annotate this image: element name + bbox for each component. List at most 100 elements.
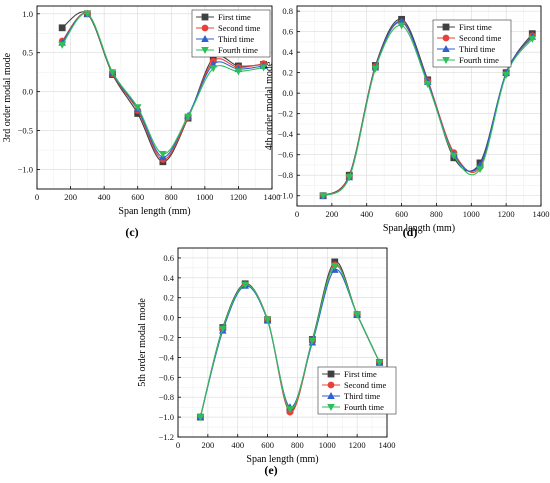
x-tick-label: 0 [176, 440, 180, 450]
data-point [375, 359, 384, 367]
y-tick-label: −0.6 [278, 150, 293, 160]
x-tick-label: 800 [165, 192, 178, 202]
x-tick-label: 1200 [230, 192, 247, 202]
series-fourth-time [319, 22, 537, 200]
legend-marker [442, 45, 450, 52]
x-tick-label: 800 [291, 440, 304, 450]
data-point [502, 71, 510, 79]
y-tick-label: 0.4 [282, 47, 293, 57]
x-axis-label: Span length (mm) [383, 223, 455, 234]
legend-item: Fourth time [322, 402, 384, 412]
x-tick-label: 400 [231, 440, 244, 450]
plot-frame [296, 5, 542, 207]
legend-label: Fourth time [344, 402, 384, 412]
series-fourth-time [196, 262, 384, 422]
y-tick-label: 0.0 [22, 87, 33, 97]
legend-item: Third time [196, 34, 254, 44]
x-tick-label: 600 [131, 192, 144, 202]
x-tick-label: 0 [295, 209, 299, 219]
legend-label: Second time [344, 380, 386, 390]
data-point [263, 316, 272, 324]
y-tick-label: −1.0 [159, 412, 174, 422]
chart-panel-1: 0 200 400 600 800 1000 1200 1400 −1.0 −0.5 0.0 0.5 1… [2, 5, 281, 239]
legend-item: Third time [437, 44, 495, 54]
legend-marker [327, 370, 335, 378]
legend-marker [327, 381, 335, 389]
legend-item: Second time [322, 380, 386, 390]
x-tick-label: 200 [201, 440, 214, 450]
legend-marker [442, 57, 450, 64]
chart-panel-3: 0 200 400 600 800 1000 1200 1400 −1.2 −1.0 −0.8 −0.… [137, 247, 397, 477]
data-point [330, 262, 339, 270]
data-point [184, 113, 192, 121]
data-point [397, 22, 406, 30]
y-tick-label: 0.2 [282, 68, 293, 78]
x-tick-label: 600 [395, 209, 408, 219]
data-point [234, 68, 243, 76]
x-tick-label: 1400 [264, 192, 281, 202]
y-tick-label: 0.0 [282, 88, 293, 98]
legend-marker [327, 404, 335, 411]
legend-marker [201, 47, 209, 54]
x-tick-label: 1200 [498, 209, 515, 219]
data-point [209, 65, 218, 73]
legend-label: Second time [218, 23, 260, 33]
plot-frame [36, 5, 273, 190]
legend-marker [201, 24, 209, 32]
x-tick-label: 1400 [533, 209, 550, 219]
data-point [423, 80, 432, 88]
legend-marker [442, 34, 450, 42]
x-tick-label: 1000 [196, 192, 213, 202]
x-tick-label: 1000 [319, 440, 336, 450]
data-point [58, 24, 66, 32]
legend-item: First time [196, 12, 251, 22]
legend-label: First time [459, 22, 492, 32]
plot-frame [177, 247, 388, 438]
y-axis-label: 4th order modal mode [264, 61, 275, 150]
legend-marker [442, 23, 450, 31]
data-point [196, 414, 205, 422]
x-axis-label: Span length (mm) [246, 454, 318, 465]
y-tick-label: 0.6 [282, 27, 293, 37]
y-tick-label: −0.8 [159, 392, 174, 402]
legend-item: Fourth time [437, 55, 499, 65]
y-tick-label: −0.4 [159, 352, 175, 362]
data-point [308, 337, 317, 345]
y-tick-label: 0.2 [163, 293, 174, 303]
data-point [108, 69, 117, 77]
y-axis-label: 3rd order modal mode [2, 52, 13, 142]
legend-marker [327, 392, 335, 399]
legend-label: Fourth time [459, 55, 499, 65]
data-point [345, 174, 354, 182]
panel-label: (d) [403, 225, 418, 239]
y-tick-label: −0.6 [159, 372, 174, 382]
x-tick-label: 200 [325, 209, 338, 219]
y-tick-label: −0.5 [18, 126, 33, 136]
data-point [450, 152, 458, 160]
legend-label: Third time [459, 44, 495, 54]
y-tick-label: −0.2 [159, 333, 174, 343]
x-tick-label: 600 [261, 440, 274, 450]
y-tick-label: 1.0 [22, 9, 33, 19]
legend-label: First time [218, 12, 251, 22]
y-tick-label: −0.2 [278, 109, 293, 119]
x-tick-label: 1200 [349, 440, 366, 450]
x-axis-label: Span length (mm) [118, 206, 190, 217]
series-fourth-time [58, 10, 268, 158]
data-point [83, 10, 92, 18]
legend-label: Second time [459, 33, 501, 43]
x-tick-label: 1400 [379, 440, 396, 450]
legend-marker [201, 35, 209, 42]
data-point [218, 325, 227, 333]
y-tick-label: 0.4 [163, 273, 174, 283]
legend-item: Fourth time [196, 45, 258, 55]
data-point [241, 281, 249, 289]
legend-marker [201, 13, 209, 21]
y-tick-label: 0.6 [163, 253, 174, 263]
data-point [58, 41, 66, 49]
data-point [259, 64, 268, 72]
legend-item: Second time [437, 33, 501, 43]
